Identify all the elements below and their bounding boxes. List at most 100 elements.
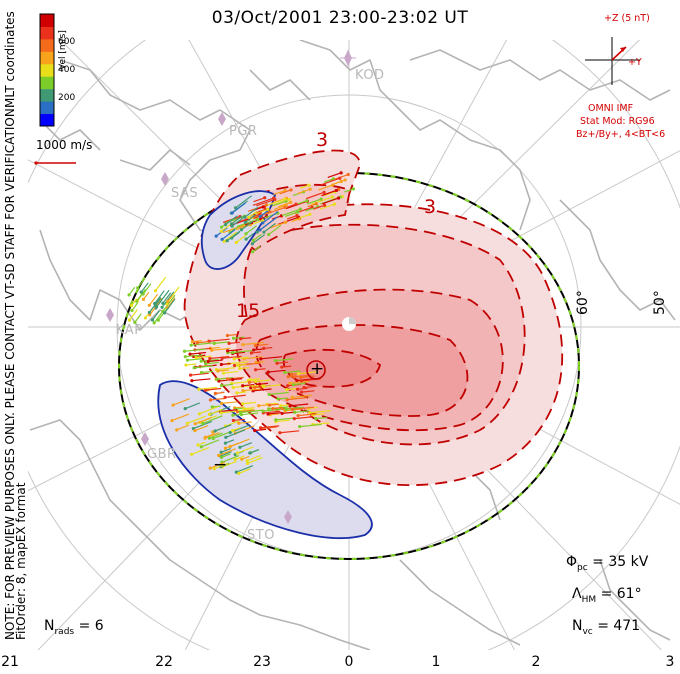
velocity-vector [323, 191, 336, 197]
velocity-vector [202, 415, 223, 425]
velocity-vector-origin [226, 349, 230, 353]
velocity-vector [252, 197, 274, 206]
velocity-vector-origin [291, 382, 295, 387]
velocity-vector-origin [211, 436, 215, 441]
velocity-vector [249, 448, 259, 454]
velocity-vector [274, 204, 287, 210]
velocity-vector-origin [195, 341, 199, 345]
velocity-vector-origin [322, 203, 327, 207]
colorbar-segment [40, 51, 54, 65]
velocity-vector [201, 439, 220, 448]
velocity-vector-origin [298, 217, 302, 221]
vector-count: Nvc = 471 [572, 618, 640, 637]
mlt-label-2: 2 [531, 654, 541, 670]
velocity-vector-origin [231, 377, 235, 382]
velocity-vector [252, 388, 272, 392]
velocity-vector [313, 204, 325, 210]
velocity-vector [259, 216, 278, 231]
velocity-vector-origin [293, 410, 297, 414]
velocity-vector-origin [287, 197, 291, 202]
velocity-vector-origin [188, 352, 192, 356]
velocity-vector [313, 413, 325, 416]
velocity-vector-origin [237, 471, 241, 475]
velocity-vector-origin [258, 382, 262, 386]
velocity-vector [290, 403, 309, 407]
velocity-vector-origin [162, 311, 167, 315]
velocity-vector [225, 420, 240, 427]
imf-y-label: +Y [628, 57, 642, 68]
velocity-vector [218, 379, 232, 382]
velocity-vector [267, 411, 283, 415]
velocity-vector-origin [247, 380, 251, 384]
velocity-vector-origin [238, 367, 242, 371]
velocity-vector-origin [283, 197, 287, 201]
velocity-vector-origin [286, 375, 290, 379]
velocity-vector-origin [203, 388, 207, 392]
velocity-vector-origin [255, 217, 260, 221]
velocity-vector-origin [298, 207, 302, 211]
velocity-vector [241, 412, 259, 416]
velocity-vector-origin [268, 403, 272, 407]
velocity-vector-origin [266, 370, 270, 374]
velocity-vector [225, 215, 238, 226]
velocity-vector-origin [127, 293, 131, 297]
velocity-vector-origin [232, 363, 237, 368]
velocity-vector [184, 348, 206, 352]
velocity-vector-origin [210, 405, 214, 409]
velocity-vector-origin [212, 341, 216, 345]
velocity-vector [237, 446, 254, 454]
velocity-vector-origin [208, 356, 212, 361]
imf-z-label: +Z (5 nT) [604, 13, 650, 24]
velocity-vector [199, 405, 219, 415]
velocity-vector-origin [261, 218, 265, 223]
velocity-vector-origin [308, 411, 312, 415]
velocity-vector [210, 346, 221, 349]
velocity-vector-origin [314, 202, 318, 206]
colorbar-tick-600: 600 [58, 37, 76, 47]
velocity-vector-origin [233, 206, 238, 210]
velocity-vector-origin [175, 428, 179, 432]
velocity-vector [134, 313, 142, 323]
velocity-vector [211, 347, 231, 351]
colorbar-segment [40, 88, 54, 102]
velocity-vector [194, 425, 209, 432]
velocity-vector-origin [257, 404, 261, 408]
velocity-vector [284, 370, 301, 374]
velocity-vector-origin [299, 379, 304, 383]
velocity-vector-origin [223, 441, 228, 445]
velocity-vector-origin [211, 430, 215, 434]
velocity-vector-origin [139, 290, 143, 294]
velocity-vector-origin [239, 228, 244, 232]
station-label-pgr: PGR [229, 124, 258, 139]
velocity-vector [236, 218, 258, 228]
velocity-vector [191, 446, 210, 455]
velocity-vector-origin [261, 221, 265, 225]
velocity-vector [255, 368, 266, 371]
velocity-vector [279, 430, 300, 434]
velocity-vector [156, 289, 170, 308]
velocity-vector-origin [238, 445, 242, 449]
velocity-vector-origin [193, 429, 197, 433]
velocity-vector-origin [227, 341, 231, 345]
velocity-vector-origin [166, 299, 170, 304]
velocity-vector [128, 309, 138, 321]
mlt-label-3: 3 [665, 654, 675, 670]
velocity-vector [312, 422, 330, 426]
nrads-subscript: rads [54, 626, 75, 637]
velocity-vector [171, 413, 190, 422]
nvc-symbol: N [572, 618, 583, 634]
velocity-vector [320, 203, 335, 210]
velocity-vector-origin [225, 333, 230, 338]
velocity-vector [252, 234, 265, 245]
velocity-vector-origin [228, 430, 232, 435]
station-label-sas: SAS [171, 186, 199, 201]
velocity-vector [155, 276, 167, 292]
velocity-vector-origin [262, 346, 266, 351]
velocity-vector [185, 363, 197, 366]
velocity-vector-origin [280, 365, 284, 369]
velocity-vector [229, 224, 241, 233]
velocity-vector-origin [254, 379, 258, 384]
velocity-vector-origin [296, 387, 300, 391]
velocity-vector-origin [232, 357, 236, 361]
velocity-vector-origin [276, 397, 280, 401]
